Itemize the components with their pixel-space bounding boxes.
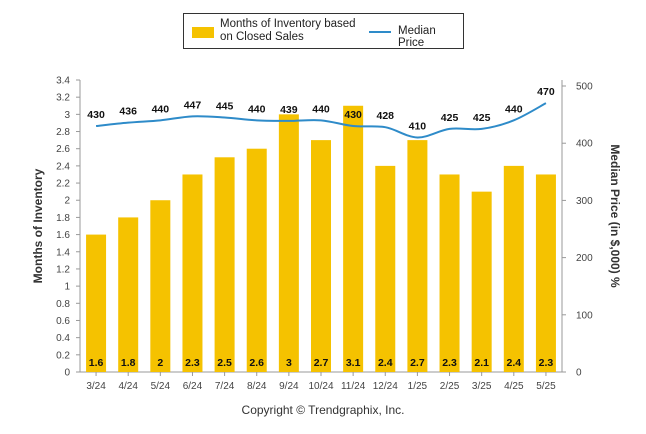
left-tick-label: 2.4 (56, 161, 70, 172)
bar (407, 140, 428, 372)
line-data-label: 440 (312, 103, 330, 115)
line-data-label: 447 (184, 99, 202, 111)
x-tick-label: 3/25 (472, 381, 492, 392)
x-tick-label: 5/24 (151, 381, 171, 392)
line-data-label: 440 (248, 103, 266, 115)
bar (311, 140, 331, 372)
bar-data-label: 2.6 (249, 357, 264, 369)
bar-data-label: 2.3 (539, 357, 554, 369)
x-tick-label: 1/25 (408, 381, 428, 392)
line-data-label: 445 (216, 100, 234, 112)
right-tick-label: 500 (576, 82, 593, 93)
x-tick-label: 5/25 (536, 381, 556, 392)
bar-data-label: 2.4 (506, 357, 521, 369)
bar-data-label: 2.7 (410, 357, 425, 369)
bar (439, 174, 460, 372)
x-tick-label: 9/24 (279, 381, 299, 392)
bar (503, 165, 524, 372)
bar-data-label: 2.3 (185, 357, 200, 369)
x-tick-label: 6/24 (183, 381, 203, 392)
left-tick-label: 1.8 (56, 213, 70, 224)
left-tick-label: 0 (64, 368, 70, 379)
median-price-line (95, 102, 547, 139)
bar (150, 200, 171, 372)
line-data-label: 430 (344, 109, 362, 121)
legend-bar-swatch (192, 27, 214, 38)
bar (343, 105, 364, 372)
right-tick-label: 100 (576, 310, 593, 321)
left-tick-label: 0.2 (56, 350, 70, 361)
right-tick-label: 300 (576, 196, 593, 207)
bar (535, 174, 556, 372)
x-tick-label: 12/24 (373, 381, 398, 392)
left-tick-label: 3.4 (56, 76, 70, 87)
x-tick-label: 11/24 (341, 381, 366, 392)
line-data-label: 439 (280, 104, 298, 116)
bar (214, 157, 235, 372)
bar (86, 234, 107, 372)
bar-data-label: 2.1 (474, 357, 489, 369)
right-axis-title: Median Price (in $,000) % (608, 144, 622, 288)
bar (278, 114, 299, 373)
bar (246, 148, 267, 372)
line-data-label: 440 (505, 103, 523, 115)
left-tick-label: 3 (64, 110, 70, 121)
bar (375, 165, 396, 372)
x-tick-label: 7/24 (215, 381, 235, 392)
right-tick-label: 400 (576, 139, 593, 150)
right-tick-label: 200 (576, 253, 593, 264)
line-data-label: 436 (119, 106, 137, 118)
x-tick-label: 8/24 (247, 381, 267, 392)
bar-data-label: 2.4 (378, 357, 393, 369)
left-tick-label: 2.8 (56, 127, 70, 138)
bar-data-label: 2 (157, 357, 163, 369)
x-tick-label: 2/25 (440, 381, 460, 392)
bar (182, 174, 203, 372)
line-data-label: 425 (473, 112, 491, 124)
right-tick-label: 0 (576, 368, 582, 379)
left-tick-label: 2.2 (56, 179, 70, 190)
x-tick-label: 4/25 (504, 381, 524, 392)
bar-data-label: 2.5 (217, 357, 232, 369)
left-tick-label: 2 (64, 196, 70, 207)
x-tick-label: 10/24 (308, 381, 333, 392)
bar-data-label: 1.8 (121, 357, 136, 369)
left-tick-label: 1.4 (56, 247, 70, 258)
left-tick-label: 3.2 (56, 93, 70, 104)
line-data-label: 470 (537, 86, 555, 98)
legend-line-swatch (369, 31, 391, 33)
bar (118, 217, 139, 372)
line-data-label: 428 (377, 110, 395, 122)
bar-data-label: 3 (286, 357, 292, 369)
bar (471, 191, 492, 372)
x-tick-label: 4/24 (118, 381, 138, 392)
line-data-label: 430 (87, 109, 105, 121)
line-data-label: 410 (409, 120, 427, 132)
left-tick-label: 0.8 (56, 299, 70, 310)
legend-line-label: Median Price (398, 25, 436, 49)
left-tick-label: 1.6 (56, 230, 70, 241)
left-tick-label: 1.2 (56, 264, 70, 275)
left-tick-label: 1 (64, 282, 70, 293)
legend-bar-label: Months of Inventory based on Closed Sale… (220, 18, 356, 43)
left-tick-label: 0.6 (56, 316, 70, 327)
x-tick-label: 3/24 (86, 381, 106, 392)
bar-data-label: 1.6 (89, 357, 104, 369)
left-axis-title: Months of Inventory (31, 168, 45, 283)
left-tick-label: 2.6 (56, 144, 70, 155)
line-data-label: 425 (441, 112, 459, 124)
left-tick-label: 0.4 (56, 333, 70, 344)
copyright-text: Copyright © Trendgraphix, Inc. (241, 403, 405, 417)
bar-data-label: 2.7 (314, 357, 329, 369)
line-data-label: 440 (152, 103, 170, 115)
chart-legend: Months of Inventory based on Closed Sale… (183, 13, 464, 49)
bar-data-label: 3.1 (346, 357, 361, 369)
bar-data-label: 2.3 (442, 357, 457, 369)
